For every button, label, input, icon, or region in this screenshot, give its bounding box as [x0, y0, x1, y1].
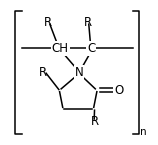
Text: R: R — [39, 66, 47, 79]
Text: R: R — [44, 16, 52, 29]
Text: N: N — [75, 66, 83, 79]
Text: CH: CH — [52, 42, 69, 55]
Text: R: R — [83, 16, 92, 29]
Text: O: O — [114, 84, 123, 97]
Text: R: R — [91, 115, 99, 128]
Text: n: n — [140, 127, 147, 137]
Text: C: C — [87, 42, 96, 55]
